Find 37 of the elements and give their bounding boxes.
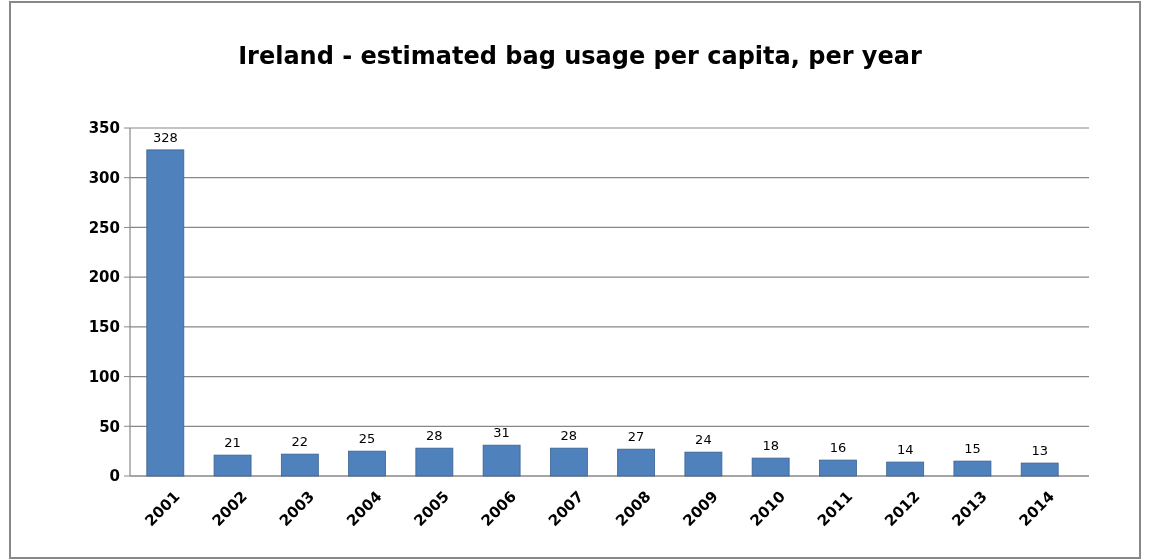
- bar: [953, 460, 992, 477]
- y-tick-label: 300: [88, 168, 120, 187]
- data-label: 31: [493, 425, 510, 441]
- data-label: 25: [358, 431, 376, 447]
- bar: [213, 454, 252, 477]
- chart-title: Ireland - estimated bag usage per capita, per year: [238, 42, 922, 70]
- data-label: 15: [964, 441, 981, 457]
- bar: [549, 447, 588, 477]
- bar: [684, 451, 723, 477]
- data-label: 21: [224, 435, 241, 451]
- data-label: 24: [695, 432, 712, 448]
- y-tick-label: 350: [88, 119, 120, 138]
- data-label: 14: [896, 442, 914, 458]
- bar: [146, 149, 185, 477]
- data-label: 13: [1031, 443, 1048, 459]
- y-tick-label: 150: [88, 318, 120, 337]
- bar: [617, 448, 656, 477]
- bar: [348, 450, 386, 477]
- data-label: 22: [291, 434, 309, 450]
- bar: [819, 459, 857, 477]
- data-label: 28: [426, 428, 443, 444]
- y-tick-label: 200: [88, 268, 120, 287]
- y-tick-label: 0: [109, 467, 120, 486]
- bar: [482, 444, 521, 477]
- y-tick-label: 100: [88, 367, 120, 386]
- data-label: 27: [627, 429, 645, 445]
- bar: [280, 453, 319, 477]
- data-label: 28: [560, 428, 578, 444]
- bar: [886, 461, 925, 477]
- data-label: 328: [152, 129, 178, 145]
- y-tick-label: 50: [99, 417, 120, 436]
- bar: [1020, 462, 1059, 477]
- data-label: 18: [762, 438, 779, 454]
- bar: [751, 457, 790, 477]
- bar: [415, 447, 454, 477]
- data-label: 16: [829, 440, 847, 456]
- y-tick-label: 250: [88, 218, 120, 237]
